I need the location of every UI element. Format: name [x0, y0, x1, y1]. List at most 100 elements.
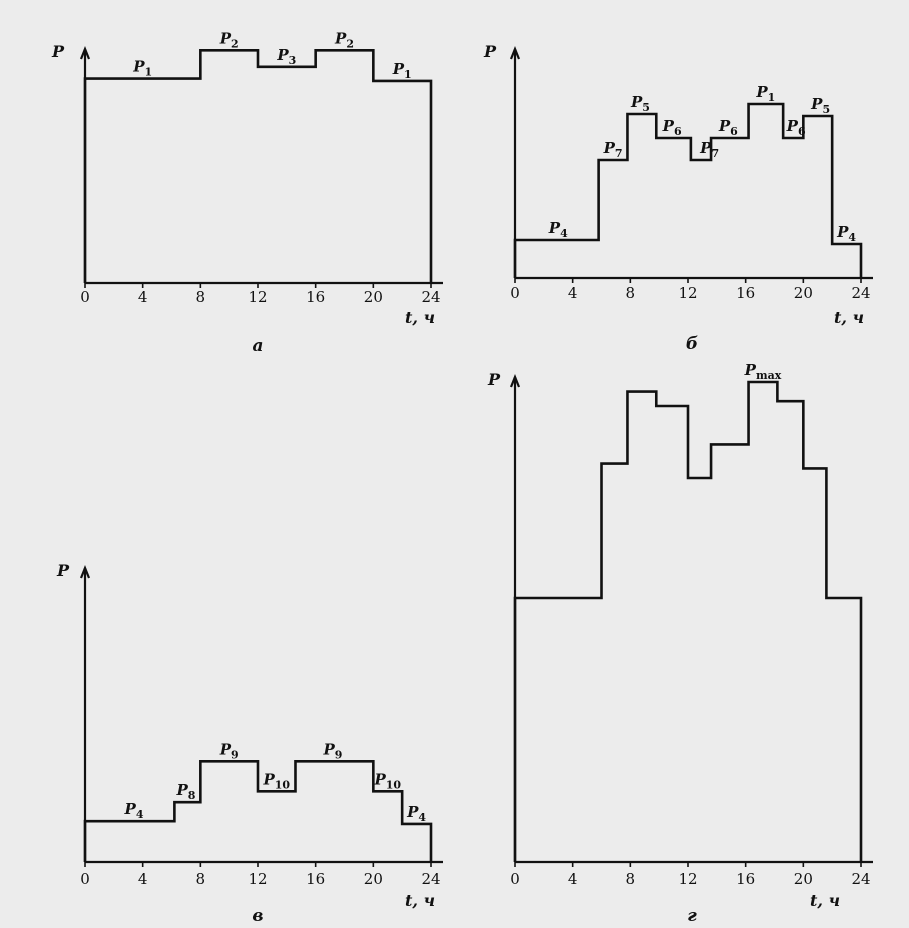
level-label-subscript: 6: [730, 125, 738, 138]
y-axis-arrow: [509, 374, 521, 388]
level-label: P2: [219, 29, 239, 50]
level-label-subscript: 4: [136, 808, 144, 821]
level-label-subscript: 4: [848, 231, 856, 244]
x-tick-label: 0: [80, 288, 90, 306]
level-label-symbol: P: [322, 740, 335, 758]
x-tick-label: 16: [736, 870, 755, 888]
x-tick-label: 4: [568, 284, 578, 302]
level-label-symbol: P: [132, 58, 145, 76]
level-label-symbol: P: [755, 83, 768, 101]
level-label-subscript: 2: [231, 37, 239, 50]
x-tick-label: 8: [196, 870, 206, 888]
chart-panel-4: 0 4 8 12 16 20 24 Pt, ч Pmax г: [487, 361, 873, 926]
x-tick-label: 0: [80, 870, 90, 888]
y-axis-arrow: [79, 46, 91, 60]
level-label-subscript: 5: [822, 103, 830, 116]
x-tick-label: 20: [794, 284, 813, 302]
x-tick-label: 16: [306, 288, 325, 306]
level-label-symbol: P: [262, 770, 275, 788]
level-label-symbol: P: [373, 770, 386, 788]
x-tick-label: 4: [138, 870, 148, 888]
level-label-symbol: P: [836, 223, 849, 241]
level-label-symbol: P: [334, 29, 347, 47]
x-tick-label: 8: [626, 870, 636, 888]
level-label-subscript: 9: [335, 748, 343, 761]
x-tick-label: 24: [421, 288, 440, 306]
level-label-subscript: 7: [711, 147, 719, 160]
x-tick-label: 0: [510, 870, 520, 888]
level-label: P1: [132, 58, 152, 79]
level-label: P5: [630, 93, 650, 114]
level-label-symbol: P: [276, 46, 289, 64]
y-axis-arrow: [509, 46, 521, 60]
level-label-subscript: max: [756, 369, 782, 382]
x-axis-label: t, ч: [810, 891, 840, 910]
level-label-symbol: P: [219, 29, 232, 47]
level-label-subscript: 6: [798, 125, 806, 138]
level-label-subscript: 5: [642, 101, 650, 114]
level-label: P6: [718, 117, 738, 138]
panel-caption: г: [687, 906, 697, 926]
level-label: P6: [662, 117, 682, 138]
level-label: P10: [262, 770, 290, 791]
y-axis-label: P: [51, 42, 65, 61]
level-label: P1: [392, 60, 412, 81]
level-label-symbol: P: [219, 740, 232, 758]
x-tick-label: 24: [851, 284, 870, 302]
x-tick-label: 16: [306, 870, 325, 888]
x-tick-label: 8: [626, 284, 636, 302]
x-tick-label: 20: [794, 870, 813, 888]
level-label-subscript: 1: [404, 68, 412, 81]
level-label-subscript: 3: [289, 54, 297, 67]
level-label: P10: [373, 770, 401, 791]
x-tick-label: 4: [568, 870, 578, 888]
level-label-subscript: 9: [231, 748, 239, 761]
level-label: Pmax: [744, 361, 782, 382]
level-label-symbol: P: [406, 803, 419, 821]
x-tick-label: 24: [421, 870, 440, 888]
x-tick-label: 8: [196, 288, 206, 306]
level-label-subscript: 1: [144, 66, 152, 79]
load-profile-line: [513, 380, 863, 862]
level-label: P4: [124, 800, 144, 821]
level-label-symbol: P: [744, 361, 757, 379]
level-label: P7: [603, 139, 623, 160]
level-label: P7: [699, 139, 719, 160]
x-axis-label: t, ч: [405, 308, 435, 327]
level-label-symbol: P: [786, 117, 799, 135]
level-label: P8: [175, 781, 195, 802]
x-tick-label: 12: [248, 870, 267, 888]
level-label: P9: [322, 740, 342, 761]
level-label-subscript: 2: [346, 37, 354, 50]
x-tick-label: 12: [678, 284, 697, 302]
load-profile-line: [83, 49, 433, 283]
level-label-subscript: 1: [768, 91, 776, 104]
level-label-symbol: P: [124, 800, 137, 818]
load-profile-line: [513, 102, 863, 278]
x-tick-label: 0: [510, 284, 520, 302]
x-tick-label: 4: [138, 288, 148, 306]
y-axis-label: P: [56, 561, 70, 580]
level-label-symbol: P: [662, 117, 675, 135]
level-label-subscript: 4: [560, 227, 568, 240]
level-label-symbol: P: [630, 93, 643, 111]
x-tick-label: 12: [678, 870, 697, 888]
level-label: P6: [786, 117, 806, 138]
x-tick-label: 16: [736, 284, 755, 302]
level-label-symbol: P: [548, 219, 561, 237]
y-axis-label: P: [483, 42, 497, 61]
x-axis-label: t, ч: [405, 891, 435, 910]
level-label: P5: [810, 95, 830, 116]
level-label-subscript: 10: [386, 778, 402, 791]
panel-caption: а: [252, 336, 263, 356]
level-label-subscript: 8: [188, 789, 196, 802]
x-axis-label: t, ч: [834, 308, 864, 327]
x-tick-label: 20: [364, 870, 383, 888]
level-label-symbol: P: [603, 139, 616, 157]
level-label-subscript: 7: [615, 147, 623, 160]
